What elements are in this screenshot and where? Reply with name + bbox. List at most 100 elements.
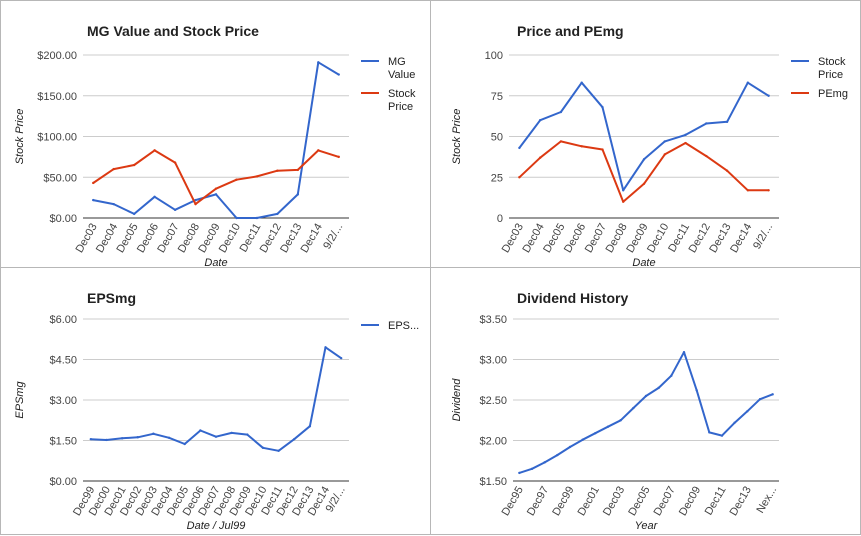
data-point [606, 425, 610, 428]
legend-label: MG Value [388, 56, 415, 81]
data-point [601, 148, 604, 151]
x-tick-label: Dec07 [652, 485, 678, 519]
data-point [317, 61, 320, 64]
data-point [642, 158, 646, 161]
data-point [152, 432, 155, 435]
data-point [682, 351, 686, 354]
y-axis-label: Dividend [451, 378, 463, 422]
data-point [339, 356, 343, 360]
x-tick-label: 9/2/... [751, 222, 775, 252]
data-point [120, 437, 124, 440]
data-point [92, 198, 95, 202]
data-point [684, 141, 687, 145]
y-tick-label: $1.50 [479, 476, 507, 488]
data-point [277, 449, 280, 452]
data-point [214, 435, 218, 438]
data-point [112, 202, 115, 206]
data-point [543, 461, 546, 464]
data-point [246, 433, 249, 436]
chart-mg-value-stock-price: MG Value and Stock Price $0.00 $50.00 $100.… [14, 23, 416, 269]
data-point [296, 193, 300, 196]
data-point [199, 429, 202, 432]
legend-label: EPS... [388, 320, 419, 332]
legend-label: Stock Price [818, 56, 846, 81]
chart-epsmg: EPSmg$0.00$1.50$3.00$4.50$6.00Dec99Dec00… [14, 290, 419, 532]
data-point [230, 431, 233, 435]
x-tick-label: Dec97 [525, 485, 551, 519]
chart-dividend-history: Dividend History $1.50 $2.00 $2.50 $3.00 $3.5… [451, 290, 779, 532]
x-axis-label: Date / Jul99 [187, 520, 246, 532]
data-point [758, 397, 762, 401]
data-point [622, 200, 625, 203]
chart-panel-mg-value: MG Value and Stock Price $0.00 $50.00 $100.… [0, 0, 431, 269]
x-tick-label: Dec03 [601, 485, 627, 519]
x-axis-label: Date [204, 257, 227, 269]
data-point [538, 119, 542, 122]
data-point [771, 393, 774, 396]
y-tick-label: $200.00 [37, 50, 77, 62]
x-tick-label: Dec99 [550, 485, 576, 519]
data-point [276, 169, 279, 172]
y-tick-label: $50.00 [43, 172, 77, 184]
y-axis-label: Stock Price [451, 109, 463, 165]
data-point [695, 389, 698, 392]
data-point [132, 212, 136, 216]
data-point [183, 442, 186, 446]
y-tick-label: $2.50 [479, 395, 507, 407]
y-tick-label: $6.00 [49, 314, 77, 326]
data-point [619, 419, 622, 422]
data-point [767, 189, 770, 192]
y-tick-label: 0 [497, 213, 503, 225]
data-point [317, 149, 320, 152]
x-tick-label: Dec14 [728, 222, 754, 256]
y-axis-label: Stock Price [14, 109, 26, 165]
data-point [559, 140, 563, 143]
chart-panel-price-pemg: Price and PEmg 0 25 50 75 100 Dec03 Dec04 Dec05 D… [430, 0, 861, 269]
data-point [214, 187, 218, 190]
data-point [296, 168, 300, 172]
x-tick-label: 9/2/... [321, 222, 345, 252]
data-point [132, 163, 136, 167]
data-point [92, 181, 95, 185]
data-point [622, 189, 625, 192]
data-point [725, 169, 729, 172]
data-point [136, 436, 139, 439]
data-point [720, 434, 724, 437]
data-point [276, 212, 279, 216]
data-point [337, 155, 340, 159]
data-point [642, 182, 646, 185]
data-point [153, 195, 156, 199]
y-tick-label: $3.00 [49, 395, 77, 407]
data-point [105, 438, 108, 442]
data-point [194, 198, 197, 202]
data-point [518, 146, 521, 150]
y-tick-label: $2.00 [479, 436, 507, 448]
data-point [580, 81, 583, 84]
y-tick-label: $3.00 [479, 355, 507, 367]
data-point [153, 149, 156, 152]
data-point [173, 161, 177, 164]
data-point [235, 178, 238, 181]
x-tick-label: Dec05 [626, 485, 652, 519]
x-tick-label: Dec13 [728, 485, 754, 519]
chart-price-pemg: Price and PEmg0255075100Dec03Dec04Dec05D… [451, 23, 848, 269]
y-tick-label: $150.00 [37, 91, 77, 103]
data-point [767, 94, 770, 97]
data-point [705, 154, 708, 158]
data-point [601, 105, 604, 109]
data-point [556, 453, 559, 457]
x-tick-label: Dec95 [500, 485, 526, 519]
y-tick-label: 100 [485, 50, 503, 62]
y-tick-label: 25 [491, 172, 503, 184]
data-point [337, 73, 340, 76]
data-point [632, 406, 635, 410]
y-tick-label: $4.50 [49, 355, 77, 367]
y-tick-label: $1.50 [49, 436, 77, 448]
data-point [725, 120, 729, 124]
y-tick-label: $0.00 [49, 213, 77, 225]
y-tick-label: 50 [491, 132, 503, 144]
data-point [559, 110, 563, 114]
data-point [538, 156, 542, 159]
data-point [89, 437, 93, 441]
